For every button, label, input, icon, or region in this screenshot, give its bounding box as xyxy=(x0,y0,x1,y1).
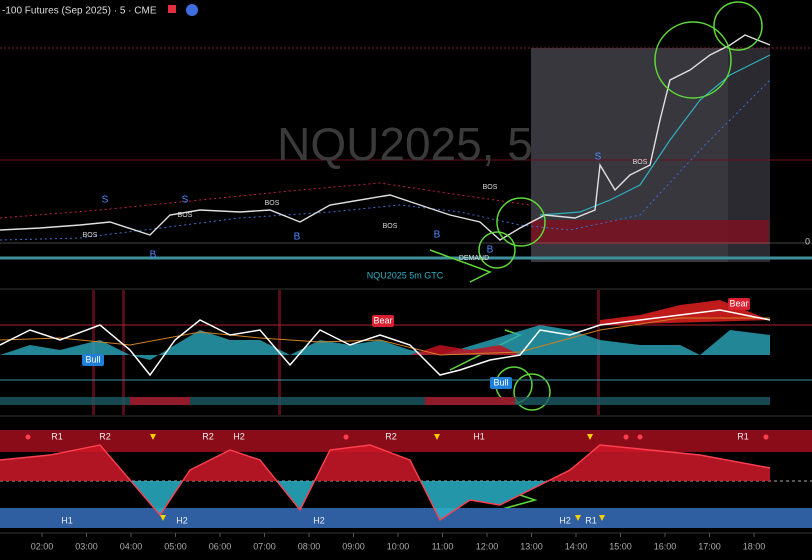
signal-badge xyxy=(372,315,394,327)
signal-badge xyxy=(490,377,512,389)
volume-strip xyxy=(425,397,515,405)
price-marker: BOS xyxy=(483,184,498,191)
level-label: R1 xyxy=(737,431,749,441)
level-label: H2 xyxy=(176,515,188,525)
level-triangle xyxy=(575,515,581,521)
signal-label: Bull xyxy=(85,354,100,364)
level-label: H1 xyxy=(61,515,73,525)
price-marker: S xyxy=(102,195,109,206)
flag-icon xyxy=(168,5,176,13)
arrow xyxy=(429,249,492,283)
time-label: 09:00 xyxy=(342,541,365,551)
symbol-header: -100 Futures (Sep 2025) · 5 · CME xyxy=(2,6,157,17)
replay-button[interactable] xyxy=(186,4,198,16)
level-label: H2 xyxy=(233,431,245,441)
order-label: NQU2025 5m GTC xyxy=(367,270,444,280)
signal-label: Bear xyxy=(373,315,392,325)
time-label: 05:00 xyxy=(164,541,187,551)
level-label: R1 xyxy=(585,515,597,525)
signal-line xyxy=(0,317,770,356)
ma-line xyxy=(539,54,771,216)
signal-badge xyxy=(728,298,750,310)
price-marker: BOS xyxy=(383,223,398,230)
time-label: 13:00 xyxy=(520,541,543,551)
highlight-circle xyxy=(513,373,551,411)
price-marker: S xyxy=(595,152,602,163)
time-label: 15:00 xyxy=(609,541,632,551)
signal-label: Bull xyxy=(493,377,508,387)
time-label: 12:00 xyxy=(476,541,499,551)
price-marker: S xyxy=(182,195,189,206)
volume-strip xyxy=(0,397,770,405)
wave-area-lower xyxy=(0,481,770,520)
price-marker: DEMAND xyxy=(459,255,489,262)
level-label: R2 xyxy=(99,431,111,441)
time-label: 02:00 xyxy=(31,541,54,551)
level-triangle xyxy=(150,434,156,440)
level-label: R1 xyxy=(51,431,63,441)
level-dot xyxy=(623,434,629,440)
band-line xyxy=(0,79,771,241)
band-line xyxy=(0,182,531,219)
level-triangle xyxy=(599,515,605,521)
time-label: 11:00 xyxy=(432,541,454,551)
price-marker: BOS xyxy=(178,212,193,219)
time-label: 16:00 xyxy=(654,541,677,551)
signal-badge xyxy=(82,354,104,366)
histogram-area xyxy=(600,300,770,325)
demand-zone xyxy=(531,220,769,244)
price-marker: B xyxy=(294,232,301,243)
level-label: R2 xyxy=(202,431,214,441)
level-label: H2 xyxy=(559,515,571,525)
price-marker: B xyxy=(487,245,494,256)
level-label: H1 xyxy=(473,431,485,441)
time-label: 10:00 xyxy=(387,541,410,551)
price-line xyxy=(0,34,771,241)
time-label: 06:00 xyxy=(209,541,232,551)
histogram-area xyxy=(0,325,770,360)
highlight-circle xyxy=(654,21,732,99)
time-label: 14:00 xyxy=(565,541,588,551)
wave-line xyxy=(0,444,771,522)
support-band xyxy=(0,508,812,528)
level-dot xyxy=(25,434,31,440)
price-marker: BOS xyxy=(83,232,98,239)
highlight-circle xyxy=(478,231,516,269)
level-label: H2 xyxy=(313,515,325,525)
time-label: 08:00 xyxy=(298,541,321,551)
price-marker: BOS xyxy=(265,200,280,207)
level-triangle xyxy=(434,434,440,440)
histogram-area xyxy=(410,345,520,355)
price-marker: BOS xyxy=(633,159,648,166)
level-dot xyxy=(763,434,769,440)
time-label: 04:00 xyxy=(120,541,143,551)
signal-label: Bear xyxy=(729,298,748,308)
level-label: R2 xyxy=(385,431,397,441)
time-label: 03:00 xyxy=(75,541,98,551)
level-dot xyxy=(637,434,643,440)
level-triangle xyxy=(160,515,166,521)
volume-strip xyxy=(130,397,190,405)
edge-label: 0 xyxy=(805,236,810,246)
oscillator-line xyxy=(0,309,771,377)
time-label: 18:00 xyxy=(743,541,766,551)
wave-area-upper xyxy=(0,445,770,481)
time-label: 17:00 xyxy=(698,541,721,551)
highlight-circle xyxy=(496,197,546,247)
time-label: 07:00 xyxy=(253,541,276,551)
level-triangle xyxy=(587,434,593,440)
price-marker: B xyxy=(434,230,441,241)
resistance-band xyxy=(0,430,812,452)
highlight-circle xyxy=(713,1,763,51)
price-marker: B xyxy=(150,250,157,261)
level-dot xyxy=(343,434,349,440)
watermark: NQU2025, 5 xyxy=(277,118,533,170)
